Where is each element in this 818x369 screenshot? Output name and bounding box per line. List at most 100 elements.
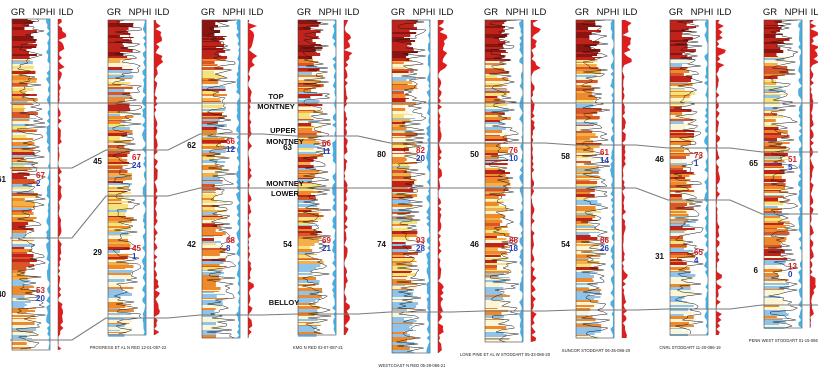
facies-band <box>764 176 782 179</box>
facies-band <box>202 290 218 291</box>
facies-band <box>12 290 35 292</box>
facies-band <box>108 318 124 320</box>
facies-band <box>108 177 132 180</box>
facies-band <box>392 76 409 77</box>
facies-band <box>392 192 408 193</box>
facies-band <box>202 229 216 232</box>
facies-band <box>576 48 592 49</box>
facies-band <box>298 106 311 107</box>
facies-band <box>298 305 316 306</box>
facies-band <box>392 179 417 181</box>
facies-band <box>108 332 127 333</box>
facies-band <box>670 314 684 316</box>
facies-band <box>392 137 412 138</box>
facies-band <box>108 201 131 203</box>
facies-band <box>298 212 322 213</box>
facies-band <box>298 150 323 152</box>
facies-band <box>108 257 128 259</box>
facies-band <box>298 144 315 146</box>
facies-band <box>298 302 311 303</box>
facies-band <box>392 89 414 90</box>
facies-band <box>576 104 594 107</box>
well-annotations-8: 46 731 31 654 <box>655 151 703 265</box>
facies-band <box>670 156 686 159</box>
facies-band <box>670 216 690 217</box>
facies-band <box>576 283 598 285</box>
facies-band <box>392 242 406 244</box>
facies-band <box>576 78 601 80</box>
facies-band <box>108 327 133 330</box>
facies-band <box>576 259 589 261</box>
facies-band <box>108 228 131 230</box>
facies-band <box>764 79 789 80</box>
facies-band <box>202 219 216 220</box>
facies-band <box>485 233 510 236</box>
gr-label: GR <box>484 7 498 18</box>
facies-band <box>485 320 504 323</box>
facies-band <box>764 125 779 127</box>
facies-band <box>12 22 33 24</box>
facies-band <box>108 269 128 270</box>
facies-band <box>764 208 782 210</box>
facies-band <box>108 217 134 220</box>
facies-band <box>12 56 30 58</box>
facies-band <box>576 237 598 240</box>
facies-band <box>764 94 788 95</box>
facies-band <box>485 150 508 153</box>
facies-band <box>670 119 694 121</box>
facies-band <box>392 337 415 339</box>
facies-band <box>576 220 598 221</box>
facies-band <box>12 312 27 313</box>
facies-band <box>202 41 220 42</box>
facies-band <box>764 26 779 27</box>
facies-band <box>764 146 787 149</box>
facies-band <box>764 87 782 89</box>
facies-band <box>576 208 596 211</box>
facies-band <box>298 53 321 56</box>
facies-band <box>202 143 222 144</box>
facies-band <box>12 66 34 69</box>
facies-band <box>202 328 220 330</box>
facies-band <box>202 98 221 101</box>
facies-band <box>576 225 595 226</box>
facies-band <box>202 37 223 38</box>
facies-band <box>670 184 693 185</box>
facies-band <box>392 258 416 261</box>
facies-band <box>670 154 690 156</box>
gr-curve <box>206 19 237 339</box>
facies-band <box>298 99 315 100</box>
facies-band <box>485 71 509 74</box>
facies-band <box>670 267 690 270</box>
facies-band <box>108 30 127 31</box>
facies-band <box>485 159 510 160</box>
facies-band <box>298 315 315 316</box>
facies-band <box>202 108 223 109</box>
facies-band <box>764 163 782 166</box>
facies-band <box>576 46 591 48</box>
facies-band <box>670 316 694 319</box>
facies-band <box>392 42 411 45</box>
facies-band <box>12 64 34 66</box>
facies-band <box>108 216 126 217</box>
facies-band <box>485 163 508 165</box>
facies-band <box>202 124 227 127</box>
facies-band <box>670 86 683 88</box>
facies-band <box>392 114 413 115</box>
facies-band <box>576 288 589 289</box>
facies-band <box>108 92 131 95</box>
facies-band <box>485 61 498 63</box>
facies-band <box>485 136 507 139</box>
facies-band <box>576 80 598 83</box>
lower-blue-value: 8 <box>226 244 231 253</box>
correlation-lower-montney <box>10 187 818 239</box>
facies-band <box>764 34 783 35</box>
facies-band <box>108 242 130 244</box>
facies-band <box>764 190 781 191</box>
facies-band <box>12 48 32 49</box>
facies-band <box>202 225 217 227</box>
facies-band <box>202 232 226 235</box>
facies-band <box>12 83 28 86</box>
facies-band <box>12 43 28 44</box>
facies-band <box>202 215 218 216</box>
facies-band <box>764 92 780 93</box>
